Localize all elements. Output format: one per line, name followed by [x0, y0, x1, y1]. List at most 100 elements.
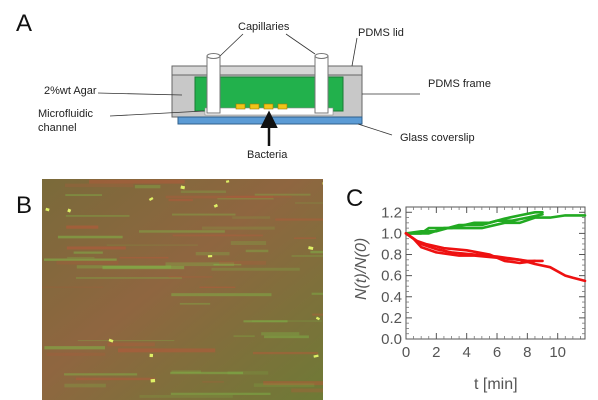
micrograph-streak — [171, 370, 202, 373]
x-tick-label: 0 — [402, 344, 410, 361]
micrograph-streak — [172, 213, 236, 216]
micrograph-cell — [150, 378, 156, 383]
micrograph-streak — [65, 194, 103, 197]
bacterium — [277, 103, 288, 110]
y-tick-label: 0.2 — [381, 310, 402, 327]
micrograph-streak — [88, 179, 185, 184]
chart-labels: 0 2 4 6 8 10 0.0 0.2 0.4 0.6 0.8 1.0 1.2 — [381, 204, 566, 361]
micrograph-streak — [253, 383, 315, 387]
micrograph-streak — [226, 195, 292, 198]
y-tick-label: 1.0 — [381, 225, 402, 242]
micrograph-streak — [107, 342, 155, 347]
micrograph-streak — [211, 267, 300, 271]
micrograph-streak — [227, 371, 269, 375]
y-axis-label: N(t)/N(0) — [353, 238, 370, 300]
micrograph-cell — [180, 185, 186, 190]
x-tick-label: 8 — [523, 344, 531, 361]
micrograph-streak — [119, 256, 169, 259]
micrograph-streak — [264, 335, 309, 339]
device-schematic: Capillaries PDMS lid 2%wt Agar PDMS fram… — [38, 21, 491, 161]
micrograph-streak — [66, 246, 126, 250]
micrograph-streak — [275, 218, 323, 221]
panel-letter-b: B — [16, 192, 33, 219]
micrograph-streak — [202, 226, 275, 230]
micrograph-streak — [217, 198, 274, 200]
y-tick-label: 0.6 — [381, 268, 402, 285]
micrograph-streak — [252, 320, 322, 322]
series-line-5 — [404, 232, 544, 263]
label-bacteria: Bacteria — [247, 149, 288, 161]
x-tick-label: 6 — [493, 344, 501, 361]
micrograph-streak — [42, 286, 104, 288]
leader-line — [97, 92, 183, 96]
x-tick-label: 10 — [549, 344, 566, 361]
micrograph-streak — [179, 302, 211, 305]
leader-line — [285, 33, 316, 55]
chart-ticks — [405, 207, 585, 340]
micrograph-streak — [171, 293, 272, 297]
leader-line — [219, 33, 244, 57]
micrograph-streak — [252, 351, 319, 355]
label-microfluidic-1: Microfluidic — [38, 108, 94, 120]
micrograph-streak — [243, 320, 288, 323]
micrograph-streak — [66, 225, 99, 229]
micrograph-streak — [76, 265, 172, 269]
bacterium — [235, 103, 246, 110]
micrograph-streak — [195, 252, 230, 256]
label-agar: 2%wt Agar — [44, 85, 97, 97]
micrograph-cell — [315, 316, 321, 321]
micrograph-cell — [149, 353, 154, 358]
micrograph-streak — [75, 277, 182, 279]
micrograph-streak — [56, 260, 119, 265]
series-line-2 — [404, 213, 544, 235]
micrograph-streak — [170, 392, 271, 395]
micrograph-streak — [263, 381, 323, 386]
leader-line — [109, 110, 205, 117]
panel-letter-c: C — [346, 185, 364, 212]
micrograph-streak — [312, 313, 323, 316]
y-tick-label: 0.4 — [381, 289, 402, 306]
bacterium — [249, 103, 260, 110]
micrograph-streak — [77, 339, 175, 342]
micrograph-streak — [46, 352, 106, 356]
bacterium — [263, 103, 274, 110]
micrograph-cell — [308, 246, 314, 251]
label-glass: Glass coverslip — [400, 132, 475, 144]
micrograph-spots — [45, 180, 323, 383]
micrograph-streak — [64, 373, 138, 376]
micrograph-cell — [225, 180, 230, 183]
micrograph-cell — [148, 196, 154, 202]
micrograph-streak — [233, 335, 255, 338]
micrograph-streak — [254, 193, 311, 196]
micrograph-streak — [64, 383, 106, 388]
micrograph-cell — [45, 207, 50, 212]
leader-line — [357, 123, 393, 136]
micrograph-cell — [313, 354, 319, 358]
micrograph-streak — [117, 348, 216, 353]
label-capillaries: Capillaries — [238, 21, 290, 33]
micrograph-streak — [57, 235, 123, 239]
micrograph-streak — [291, 388, 323, 393]
micrograph-texture — [42, 179, 323, 398]
micrograph-cell — [207, 255, 213, 258]
micrograph-cell — [67, 208, 72, 213]
micrograph-streak — [245, 249, 269, 253]
y-tick-label: 1.2 — [381, 204, 402, 221]
micrograph-streak — [261, 332, 300, 336]
capillary-right-top — [314, 53, 329, 59]
micrograph-cell — [108, 338, 114, 343]
y-tick-label: 0.0 — [381, 331, 402, 348]
micrograph-streak — [44, 346, 105, 350]
micrograph-streak — [172, 234, 263, 237]
label-pdms-frame: PDMS frame — [428, 78, 491, 90]
micrograph-streak — [139, 395, 233, 398]
x-tick-label: 4 — [463, 344, 471, 361]
micrograph-streak — [165, 262, 235, 267]
micrograph-streak — [67, 256, 95, 259]
micrograph-streak — [293, 237, 317, 239]
micrograph-cell — [213, 203, 219, 208]
micrograph-streak — [168, 198, 193, 202]
